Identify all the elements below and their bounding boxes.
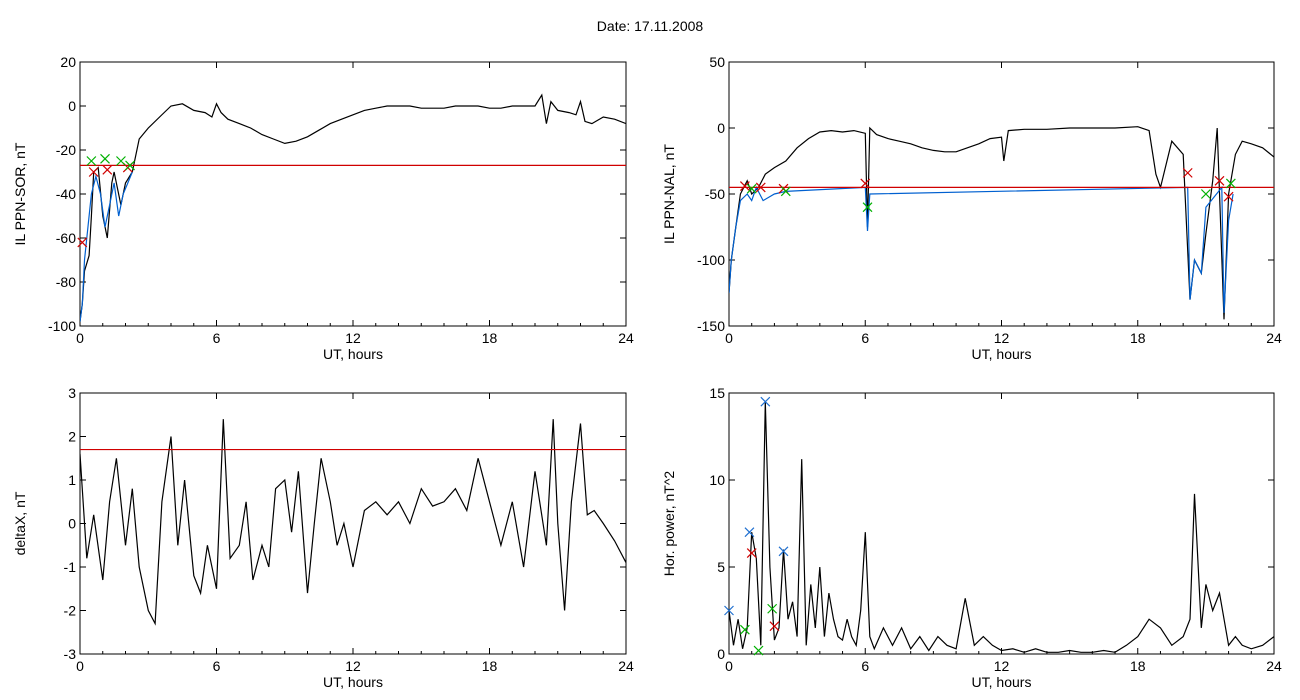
- panel-1-xtick-label: 24: [618, 330, 634, 346]
- panel-4-marker-green: [753, 645, 764, 656]
- panel-1-ytick-label: -100: [48, 318, 76, 334]
- panel-2-ytick-label: 50: [709, 54, 725, 70]
- panel-2-ytick-label: -50: [705, 186, 725, 202]
- panel-4-xtick-label: 12: [994, 658, 1010, 674]
- panel-2-frame: [728, 61, 1275, 327]
- panel-3-series-1-line: [80, 419, 626, 626]
- panel-4-xtick-label: 18: [1130, 658, 1146, 674]
- page-title: Date: 17.11.2008: [596, 18, 704, 34]
- panel-1-marker-green: [116, 156, 126, 166]
- panel-2-marker-red: [1223, 191, 1234, 202]
- panel-2-marker-red: [1182, 167, 1193, 178]
- panel-4-ytick-label: 0: [717, 646, 725, 662]
- panel-2-ylabel: IL PPN-NAL, nT: [661, 144, 677, 244]
- panel-4-marker-blue: [724, 605, 734, 616]
- panel-2-ytick-label: -100: [697, 252, 725, 268]
- panel-3-ytick-label: 1: [68, 472, 76, 488]
- panel-2-marker-green: [1225, 178, 1236, 189]
- panel-2-series-2-line: [729, 185, 1234, 313]
- panel-2-marker-green: [1200, 189, 1211, 199]
- panel-3-ytick-label: 0: [68, 516, 76, 532]
- panel-3-xtick-label: 18: [482, 658, 498, 674]
- panel-2-series-1-line: [729, 126, 1274, 320]
- panel-2-ytick-label: 0: [717, 120, 725, 136]
- panel-1-marker-red: [77, 237, 88, 248]
- panel-4-frame: [728, 392, 1275, 655]
- panel-2-xlabel: UT, hours: [972, 346, 1032, 362]
- panel-1-ytick-label: -40: [56, 186, 76, 202]
- panel-4-ylabel: Hor. power, nT^2: [661, 471, 677, 577]
- panel-1-xlabel: UT, hours: [323, 346, 383, 362]
- panel-3-ytick-label: -2: [64, 603, 77, 619]
- panel-1-frame: [79, 61, 627, 327]
- panel-1-ylabel: IL PPN-SOR, nT: [12, 142, 28, 245]
- panel-4-ytick-label: 15: [709, 385, 725, 401]
- panel-4-marker-blue: [778, 546, 789, 557]
- panel-3-xtick-label: 24: [618, 658, 634, 674]
- panel-4-series-1-line: [729, 401, 1274, 653]
- panel-3-xtick-label: 6: [213, 658, 221, 674]
- panel-4-marker-red: [769, 621, 780, 632]
- panel-1-marker-green: [100, 153, 110, 164]
- panel-1-marker-red: [88, 167, 99, 177]
- panel-4-marker-blue: [744, 527, 755, 538]
- panel-4-marker-green: [739, 624, 750, 635]
- panel-3-xtick-label: 0: [76, 658, 84, 674]
- panel-1-xtick-label: 18: [482, 330, 498, 346]
- panel-2-xtick-label: 24: [1266, 330, 1282, 346]
- panel-2-ytick-label: -150: [697, 318, 725, 334]
- panel-3-ytick-label: 2: [68, 429, 76, 445]
- panel-2-xtick-label: 18: [1130, 330, 1146, 346]
- panel-2-marker-red: [739, 181, 750, 192]
- panel-2-marker-green: [780, 186, 791, 197]
- panel-1-ytick-label: -20: [56, 142, 76, 158]
- panel-1-series-2-line: [80, 171, 133, 322]
- panel-2-marker-green: [862, 202, 873, 213]
- panel-1-marker-green: [125, 160, 135, 171]
- panel-4-xlabel: UT, hours: [972, 674, 1032, 690]
- panel-2-marker-red: [755, 182, 766, 193]
- panel-4-xtick-label: 6: [861, 658, 869, 674]
- panel-1-ytick-label: 20: [60, 54, 76, 70]
- panel-3-xtick-label: 12: [345, 658, 361, 674]
- panel-3-ylabel: deltaX, nT: [12, 491, 28, 555]
- panel-2-marker-red: [860, 178, 871, 189]
- panel-3-ytick-label: -1: [64, 559, 77, 575]
- panel-2-xtick-label: 0: [725, 330, 733, 346]
- panel-1-marker-red: [102, 164, 113, 175]
- panel-1-ytick-label: -60: [56, 230, 76, 246]
- panel-1-xtick-label: 0: [76, 330, 84, 346]
- panel-4-marker-green: [767, 603, 778, 614]
- panel-3-xlabel: UT, hours: [323, 674, 383, 690]
- panel-2-xtick-label: 12: [994, 330, 1010, 346]
- panel-3-ytick-label: -3: [64, 646, 77, 662]
- panel-4-ytick-label: 5: [717, 559, 725, 575]
- panel-1-marker-green: [86, 156, 97, 166]
- panel-1-series-1-line: [80, 93, 626, 322]
- panel-3-ytick-label: 3: [68, 385, 76, 401]
- panel-2-marker-red: [1214, 175, 1225, 186]
- panel-4-ytick-label: 10: [709, 472, 725, 488]
- panel-2-xtick-label: 6: [861, 330, 869, 346]
- panel-1-xtick-label: 12: [345, 330, 361, 346]
- panel-4-marker-red: [746, 548, 757, 559]
- panel-4-xtick-label: 0: [725, 658, 733, 674]
- panel-1-ytick-label: -80: [56, 274, 76, 290]
- panel-1-xtick-label: 6: [213, 330, 221, 346]
- panel-3-frame: [79, 392, 627, 655]
- panel-4-xtick-label: 24: [1266, 658, 1282, 674]
- panel-2-marker-green: [746, 183, 757, 194]
- panel-4-marker-blue: [760, 396, 771, 407]
- panel-1-ytick-label: 0: [68, 98, 76, 114]
